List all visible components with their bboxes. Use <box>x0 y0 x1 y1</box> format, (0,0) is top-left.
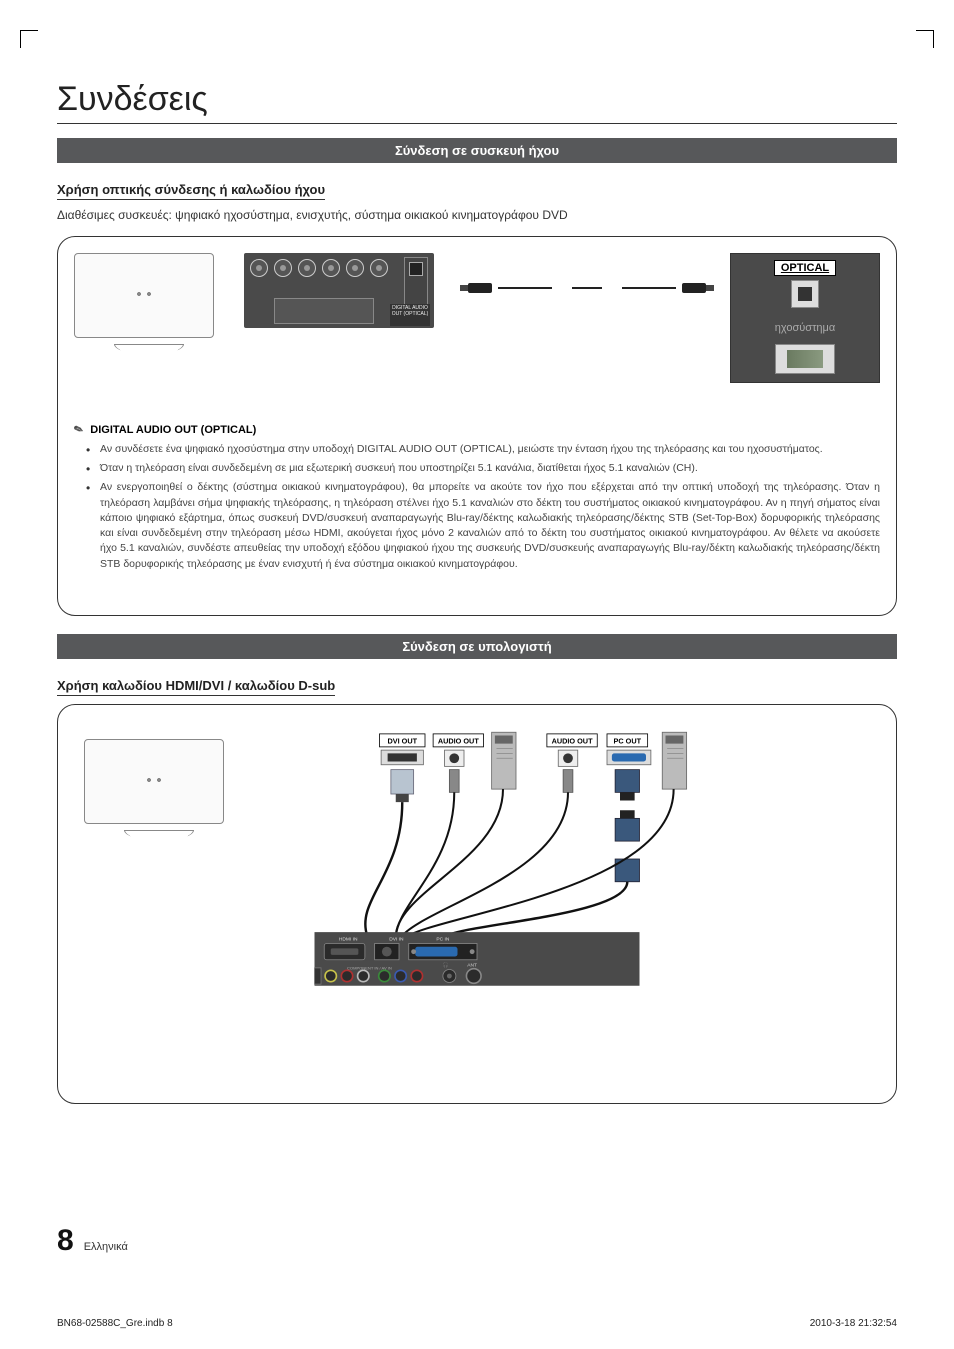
indd-ref: BN68-02588C_Gre.indb 8 <box>57 1318 173 1329</box>
page-footer: 8 Ελληνικά <box>57 1224 897 1258</box>
optical-port-icon <box>404 257 428 309</box>
pc-out-label: PC OUT <box>614 737 642 746</box>
page-title: Συνδέσεις <box>57 80 897 124</box>
audio-receiver-icon: OPTICAL ηχοσύστημα <box>730 253 880 383</box>
receiver-port-icon <box>791 280 819 308</box>
print-timestamp: 2010-3-18 21:32:54 <box>810 1318 897 1329</box>
svg-text:DVI IN: DVI IN <box>389 936 404 942</box>
crop-mark <box>20 30 38 48</box>
note-heading: ✎ DIGITAL AUDIO OUT (OPTICAL) <box>74 423 880 436</box>
subheading-pc: Χρήση καλωδίου HDMI/DVI / καλωδίου D-sub <box>57 678 335 696</box>
audio-out-label: AUDIO OUT <box>438 737 479 746</box>
receiver-optical-label: OPTICAL <box>774 260 836 276</box>
tv-icon <box>74 253 224 363</box>
devices-line: Διαθέσιμες συσκευές: ψηφιακό ηχοσύστημα,… <box>57 208 897 222</box>
svg-text:HDMI IN: HDMI IN <box>339 936 358 942</box>
tv-back-panel: DIGITAL AUDIO OUT (OPTICAL) <box>244 253 444 353</box>
crop-mark <box>916 30 934 48</box>
svg-text:PC IN: PC IN <box>436 936 449 942</box>
section-bar-audio: Σύνδεση σε συσκευή ήχου <box>57 138 897 163</box>
note-item: Αν ενεργοποιηθεί ο δέκτης (σύστημα οικια… <box>100 480 880 571</box>
pen-icon: ✎ <box>72 422 85 437</box>
audio-out-label-2: AUDIO OUT <box>552 737 593 746</box>
dvi-out-label: DVI OUT <box>387 737 417 746</box>
print-meta: BN68-02588C_Gre.indb 8 2010-3-18 21:32:5… <box>57 1318 897 1329</box>
optical-cable-icon <box>464 283 710 293</box>
page-number: 8 <box>57 1224 74 1258</box>
section-bar-pc: Σύνδεση σε υπολογιστή <box>57 634 897 659</box>
subheading-audio: Χρήση οπτικής σύνδεσης ή καλωδίου ήχου <box>57 182 325 200</box>
page-language: Ελληνικά <box>84 1241 128 1253</box>
note-item: Αν συνδέσετε ένα ψηφιακό ηχοσύστημα στην… <box>100 442 880 457</box>
note-item: Όταν η τηλεόραση είναι συνδεδεμένη σε μι… <box>100 461 880 476</box>
note-heading-text: DIGITAL AUDIO OUT (OPTICAL) <box>90 424 256 436</box>
diagram-pc: DVI OUT AUDIO OUT AUDIO OUT <box>57 704 897 1104</box>
receiver-image-icon <box>775 344 835 374</box>
page-content: Συνδέσεις Σύνδεση σε συσκευή ήχου Χρήση … <box>57 80 897 1329</box>
note-list: Αν συνδέσετε ένα ψηφιακό ηχοσύστημα στην… <box>74 442 880 572</box>
diagram-audio: DIGITAL AUDIO OUT (OPTICAL) OPTICAL ηχοσ… <box>57 236 897 616</box>
pc-connection-svg: DVI OUT AUDIO OUT AUDIO OUT <box>74 729 880 989</box>
svg-text:ANT: ANT <box>467 962 477 968</box>
audio-notes: ✎ DIGITAL AUDIO OUT (OPTICAL) Αν συνδέσε… <box>74 423 880 576</box>
receiver-text: ηχοσύστημα <box>775 322 835 334</box>
optical-caption: DIGITAL AUDIO OUT (OPTICAL) <box>390 304 430 326</box>
